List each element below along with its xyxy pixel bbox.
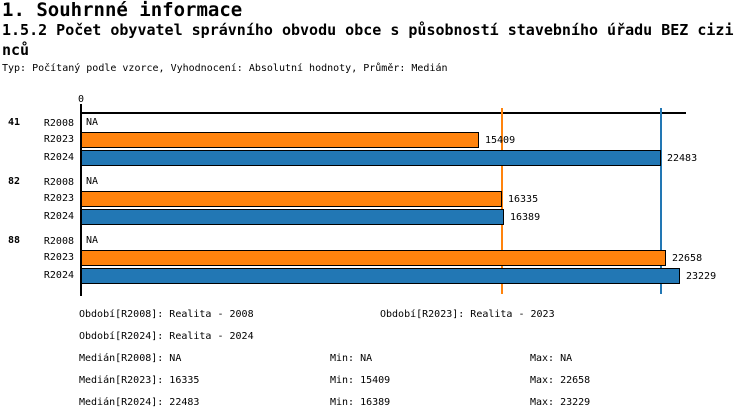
legend-min-r2008: Min: NA <box>330 353 373 364</box>
x-axis-zero-label: 0 <box>77 94 85 105</box>
bar-82-R2023 <box>81 191 502 207</box>
bar-value-label: 22483 <box>667 153 698 164</box>
bar-82-R2024 <box>81 209 504 225</box>
bar-value-label: 23229 <box>686 271 717 282</box>
series-label: R2023 <box>43 252 74 263</box>
bar-88-R2024 <box>81 268 680 284</box>
legend-median-r2023: Medián[R2023]: 16335 <box>79 375 200 386</box>
series-label: R2023 <box>43 134 74 145</box>
legend-period-r2008: Období[R2008]: Realita - 2008 <box>79 309 254 320</box>
legend-max-r2024: Max: 23229 <box>530 397 591 408</box>
legend-min-r2023: Min: 15409 <box>330 375 391 386</box>
series-label: R2024 <box>43 270 74 281</box>
chart-title-line1: 1.5.2 Počet obyvatel správního obvodu ob… <box>2 21 734 39</box>
na-label: NA <box>86 117 99 128</box>
legend-max-r2008: Max: NA <box>530 353 573 364</box>
bar-value-label: 22658 <box>672 253 703 264</box>
series-label: R2023 <box>43 193 74 204</box>
bar-41-R2024 <box>81 150 661 166</box>
series-label: R2008 <box>43 118 74 129</box>
series-label: R2024 <box>43 152 74 163</box>
bar-value-label: 15409 <box>485 135 516 146</box>
section-title: 1. Souhrnné informace <box>2 0 243 21</box>
series-label: R2008 <box>43 236 74 247</box>
series-label: R2024 <box>43 211 74 222</box>
ref-line-0 <box>501 108 503 294</box>
bar-value-label: 16389 <box>510 212 541 223</box>
chart-subtitle: Typ: Počítaný podle vzorce, Vyhodnocení:… <box>2 63 448 74</box>
legend-min-r2024: Min: 16389 <box>330 397 391 408</box>
legend-period-r2024: Období[R2024]: Realita - 2024 <box>79 331 254 342</box>
bar-value-label: 16335 <box>508 194 539 205</box>
group-label-88: 88 <box>8 235 21 246</box>
x-axis-line <box>81 112 686 114</box>
na-label: NA <box>86 235 99 246</box>
ref-line-1 <box>660 108 662 294</box>
group-label-82: 82 <box>8 176 21 187</box>
na-label: NA <box>86 176 99 187</box>
series-label: R2008 <box>43 177 74 188</box>
chart-area: 0 41 R2008 NA R2023 15409 R2024 22483 82 R2008 NA R… <box>0 95 750 305</box>
bar-88-R2023 <box>81 250 666 266</box>
legend-max-r2023: Max: 22658 <box>530 375 591 386</box>
legend-median-r2024: Medián[R2024]: 22483 <box>79 397 200 408</box>
chart-title-line2: nců <box>2 41 30 59</box>
group-label-41: 41 <box>8 117 21 128</box>
chart-legend: Období[R2008]: Realita - 2008 Období[R20… <box>0 300 750 414</box>
legend-median-r2008: Medián[R2008]: NA <box>79 353 182 364</box>
legend-period-r2023: Období[R2023]: Realita - 2023 <box>380 309 555 320</box>
bar-41-R2023 <box>81 132 479 148</box>
